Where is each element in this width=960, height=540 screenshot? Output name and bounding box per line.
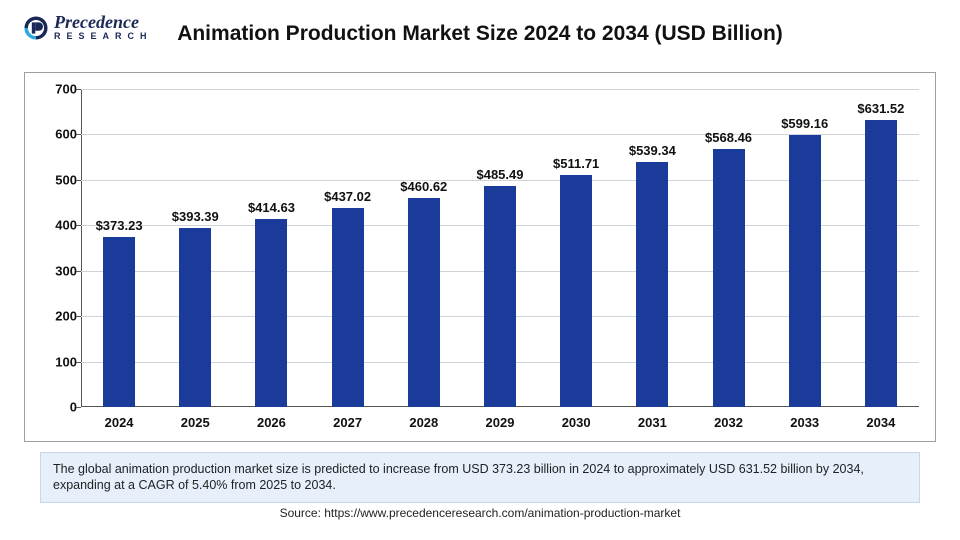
bar [713, 149, 745, 407]
y-tick-mark [76, 89, 81, 90]
y-tick-label: 500 [37, 172, 77, 187]
bar-slot: $631.522034 [843, 89, 919, 407]
y-tick-mark [76, 180, 81, 181]
y-tick-label: 200 [37, 309, 77, 324]
bar-slot: $393.392025 [157, 89, 233, 407]
x-tick-label: 2025 [181, 415, 210, 430]
y-tick-mark [76, 316, 81, 317]
y-tick-label: 700 [37, 82, 77, 97]
bar [636, 162, 668, 407]
x-tick-label: 2027 [333, 415, 362, 430]
chart-title: Animation Production Market Size 2024 to… [0, 22, 960, 46]
bar-slot: $485.492029 [462, 89, 538, 407]
bar [865, 120, 897, 407]
bar [179, 228, 211, 407]
y-tick-label: 300 [37, 263, 77, 278]
y-tick-label: 600 [37, 127, 77, 142]
x-tick-label: 2030 [562, 415, 591, 430]
y-tick-label: 0 [37, 400, 77, 415]
source-line: Source: https://www.precedenceresearch.c… [0, 506, 960, 520]
y-tick-label: 100 [37, 354, 77, 369]
plot-area: $373.232024$393.392025$414.632026$437.02… [81, 89, 919, 407]
bar-value-label: $631.52 [857, 101, 904, 116]
bar-slot: $414.632026 [233, 89, 309, 407]
bar-value-label: $568.46 [705, 130, 752, 145]
x-tick-label: 2026 [257, 415, 286, 430]
bar-value-label: $511.71 [553, 156, 599, 171]
bar [789, 135, 821, 407]
bar-value-label: $414.63 [248, 200, 295, 215]
x-tick-label: 2032 [714, 415, 743, 430]
y-tick-mark [76, 271, 81, 272]
bar-value-label: $437.02 [324, 189, 371, 204]
bar-value-label: $485.49 [476, 167, 523, 182]
x-tick-label: 2029 [486, 415, 515, 430]
bar [408, 198, 440, 407]
x-tick-label: 2024 [105, 415, 134, 430]
bar-value-label: $393.39 [172, 209, 219, 224]
bar-slot: $568.462032 [690, 89, 766, 407]
y-tick-mark [76, 362, 81, 363]
bar-slot: $539.342031 [614, 89, 690, 407]
bar [332, 208, 364, 407]
bar-slot: $437.022027 [310, 89, 386, 407]
bar-slot: $599.162033 [767, 89, 843, 407]
chart-caption: The global animation production market s… [40, 452, 920, 503]
y-tick-mark [76, 407, 81, 408]
bar [560, 175, 592, 407]
bar-slot: $373.232024 [81, 89, 157, 407]
x-tick-label: 2034 [866, 415, 895, 430]
y-tick-mark [76, 134, 81, 135]
x-tick-label: 2031 [638, 415, 667, 430]
bars-container: $373.232024$393.392025$414.632026$437.02… [81, 89, 919, 407]
bar-value-label: $539.34 [629, 143, 676, 158]
y-tick-mark [76, 225, 81, 226]
bar-value-label: $599.16 [781, 116, 828, 131]
bar-value-label: $460.62 [400, 179, 447, 194]
bar-slot: $511.712030 [538, 89, 614, 407]
y-tick-label: 400 [37, 218, 77, 233]
bar [103, 237, 135, 407]
chart-frame: $373.232024$393.392025$414.632026$437.02… [24, 72, 936, 442]
x-tick-label: 2028 [409, 415, 438, 430]
x-tick-label: 2033 [790, 415, 819, 430]
bar [255, 219, 287, 407]
bar [484, 186, 516, 407]
bar-value-label: $373.23 [96, 218, 143, 233]
bar-slot: $460.622028 [386, 89, 462, 407]
